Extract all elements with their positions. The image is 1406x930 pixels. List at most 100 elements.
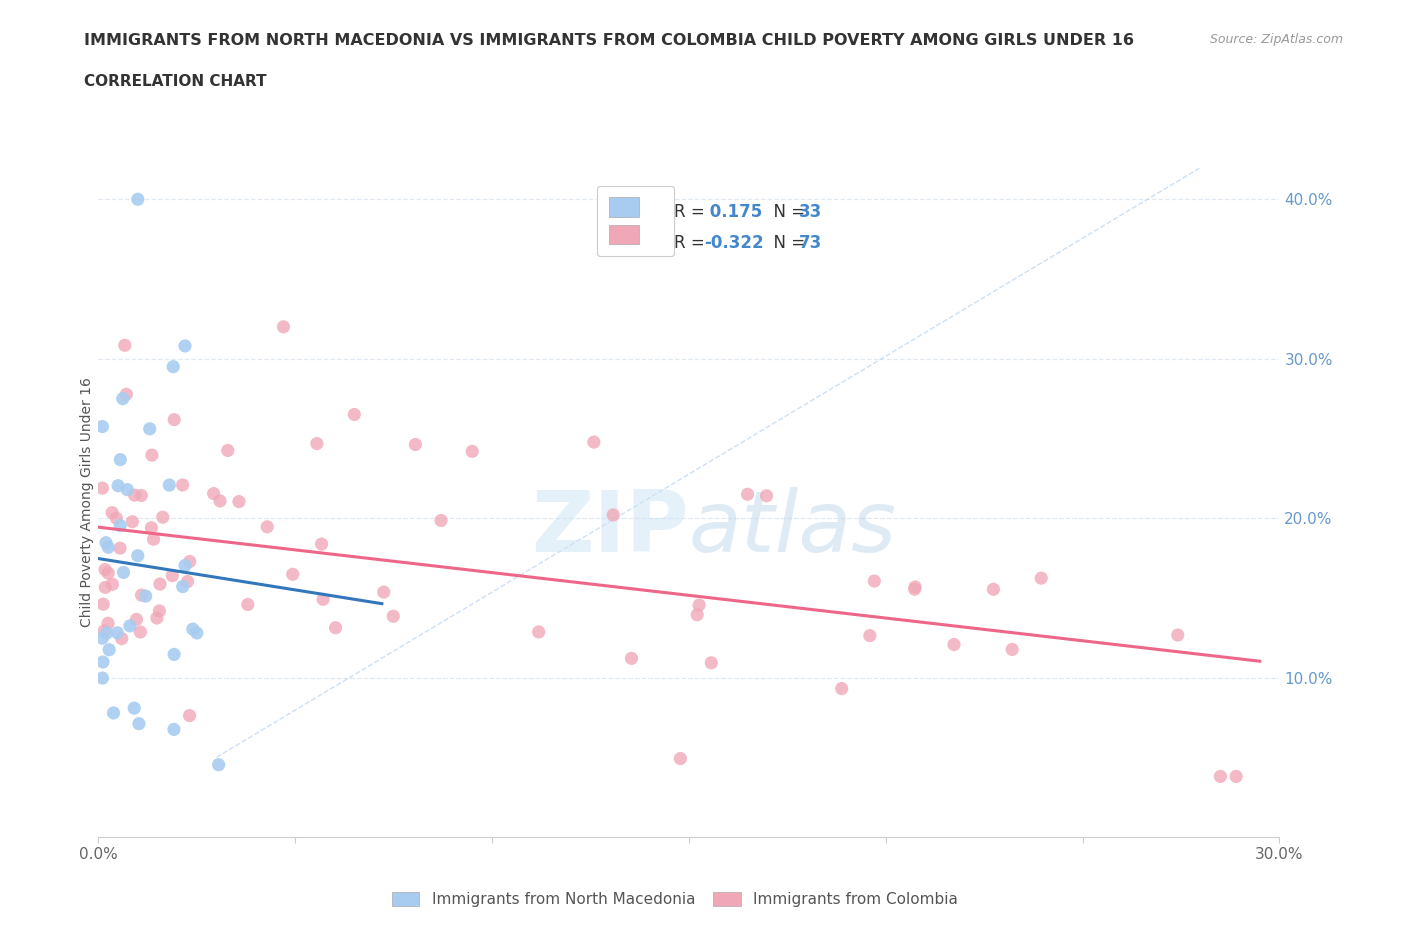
Point: [105, 511, 128, 525]
Point: [1225, 769, 1247, 784]
Point: [983, 582, 1005, 597]
Point: [141, 447, 163, 462]
Point: [208, 494, 231, 509]
Point: [228, 494, 250, 509]
Point: [96, 626, 118, 641]
Point: [163, 647, 186, 662]
Point: [114, 338, 136, 352]
Point: [620, 651, 643, 666]
Point: [325, 620, 347, 635]
Text: 73: 73: [799, 234, 823, 252]
Point: [91, 419, 114, 434]
Text: atlas: atlas: [689, 487, 897, 570]
Point: [311, 537, 333, 551]
Point: [430, 513, 453, 528]
Point: [91, 597, 114, 612]
Point: [273, 319, 295, 334]
Point: [115, 387, 138, 402]
Point: [110, 452, 132, 467]
Point: [904, 582, 927, 597]
Point: [686, 607, 709, 622]
Point: [108, 540, 131, 555]
Point: [107, 478, 129, 493]
Point: [94, 580, 117, 595]
Text: CORRELATION CHART: CORRELATION CHART: [84, 74, 267, 89]
Text: ZIP: ZIP: [531, 487, 689, 570]
Point: [1209, 769, 1232, 784]
Point: [404, 437, 426, 452]
Point: [94, 536, 117, 551]
Point: [124, 487, 146, 502]
Point: [129, 488, 152, 503]
Point: [101, 577, 124, 591]
Point: [111, 392, 134, 406]
Point: [217, 443, 239, 458]
Point: [172, 477, 194, 492]
Point: [122, 700, 145, 715]
Point: [176, 574, 198, 589]
Point: [94, 562, 117, 577]
Point: [179, 708, 201, 723]
Point: [91, 481, 114, 496]
Point: [382, 609, 405, 624]
Point: [236, 597, 259, 612]
Point: [602, 508, 624, 523]
Point: [117, 482, 139, 497]
Point: [97, 565, 120, 580]
Point: [127, 192, 149, 206]
Point: [700, 656, 723, 671]
Point: [688, 598, 710, 613]
Point: [148, 604, 170, 618]
Point: [863, 574, 886, 589]
Text: IMMIGRANTS FROM NORTH MACEDONIA VS IMMIGRANTS FROM COLOMBIA CHILD POVERTY AMONG : IMMIGRANTS FROM NORTH MACEDONIA VS IMMIG…: [84, 33, 1135, 47]
Point: [152, 510, 174, 525]
Y-axis label: Child Poverty Among Girls Under 16: Child Poverty Among Girls Under 16: [80, 378, 94, 627]
Point: [111, 631, 134, 646]
Point: [97, 539, 120, 554]
Point: [373, 585, 395, 600]
Point: [112, 565, 135, 580]
Point: [118, 618, 141, 633]
Point: [91, 671, 114, 685]
Point: [312, 591, 335, 606]
Point: [131, 588, 153, 603]
Point: [91, 631, 114, 645]
Point: [93, 623, 115, 638]
Point: [202, 486, 225, 501]
Point: [179, 554, 201, 569]
Point: [141, 521, 163, 536]
Point: [207, 757, 229, 772]
Point: [135, 589, 157, 604]
Point: [281, 567, 304, 582]
Point: [163, 722, 186, 737]
Point: [98, 643, 121, 658]
Point: [181, 621, 204, 636]
Point: [174, 339, 197, 353]
Point: [149, 577, 172, 591]
Point: [1001, 642, 1024, 657]
Point: [904, 579, 927, 594]
Point: [103, 706, 125, 721]
Point: [669, 751, 692, 766]
Point: [737, 486, 759, 501]
Point: [101, 505, 124, 520]
Point: [461, 444, 484, 458]
Point: [121, 514, 143, 529]
Text: -0.322: -0.322: [704, 234, 763, 252]
Text: N =: N =: [763, 203, 811, 221]
Point: [755, 488, 778, 503]
Point: [343, 407, 366, 422]
Point: [256, 519, 278, 534]
Text: 0.175: 0.175: [704, 203, 762, 221]
Point: [305, 436, 328, 451]
Text: Source: ZipAtlas.com: Source: ZipAtlas.com: [1209, 33, 1343, 46]
Legend: Immigrants from North Macedonia, Immigrants from Colombia: Immigrants from North Macedonia, Immigra…: [385, 885, 965, 913]
Point: [97, 616, 120, 631]
Point: [157, 478, 180, 493]
Legend:   ,   : ,: [598, 186, 673, 256]
Point: [943, 637, 966, 652]
Point: [582, 434, 605, 449]
Point: [128, 716, 150, 731]
Text: N =: N =: [763, 234, 811, 252]
Point: [105, 625, 128, 640]
